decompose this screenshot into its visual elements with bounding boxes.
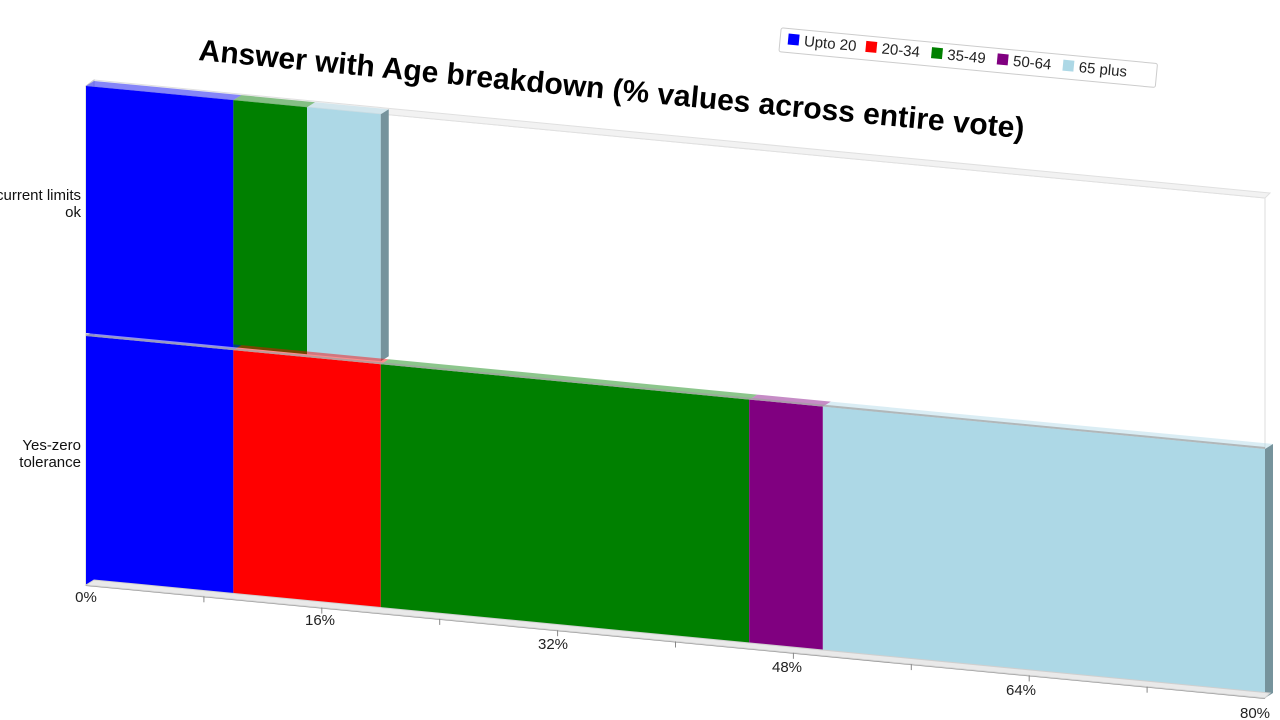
legend-label: 20-34	[881, 40, 921, 61]
x-tick-label: 0%	[75, 589, 97, 606]
legend-swatch	[787, 33, 800, 46]
legend: Upto 20 20-34 35-49 50-64 65 plus	[778, 27, 1158, 88]
legend-swatch	[1062, 59, 1075, 72]
legend-label: 35-49	[947, 47, 987, 68]
bar-top-0-0	[86, 81, 242, 101]
x-tick-label: 80%	[1240, 705, 1270, 720]
bar-side-0	[380, 109, 389, 362]
x-tick-label: 48%	[772, 659, 802, 676]
legend-swatch	[865, 40, 878, 53]
legend-items: Upto 20 20-34 35-49 50-64 65 plus	[787, 33, 1128, 81]
bar-0-0	[86, 86, 234, 348]
bar-1-3	[749, 399, 823, 656]
category-label: Yes-zero tolerance	[19, 437, 81, 471]
legend-swatch	[996, 53, 1009, 66]
x-tick-label: 64%	[1006, 682, 1036, 699]
bar-0-2	[233, 100, 308, 355]
x-axis-floor	[84, 579, 1272, 699]
bar-side-1	[1265, 444, 1273, 698]
legend-label: 65 plus	[1078, 59, 1128, 81]
legend-swatch	[931, 47, 943, 60]
legend-label: Upto 20	[803, 33, 857, 55]
x-ticks: 0% 16% 32% 48% 64% 80%	[75, 589, 1270, 720]
bar-1-2	[380, 364, 750, 649]
bar-1-1	[233, 350, 381, 614]
category-divider	[85, 334, 1266, 449]
bar-top-0-4	[307, 102, 389, 115]
x-tick-label: 16%	[305, 612, 335, 629]
bar-0-4	[307, 107, 381, 362]
bar-1-0	[86, 336, 234, 600]
bar-top-0-2	[233, 95, 316, 108]
bars-layer	[85, 81, 1273, 698]
bar-1-4	[822, 406, 1265, 698]
x-tick-label: 32%	[538, 636, 568, 653]
legend-label: 50-64	[1012, 53, 1052, 74]
